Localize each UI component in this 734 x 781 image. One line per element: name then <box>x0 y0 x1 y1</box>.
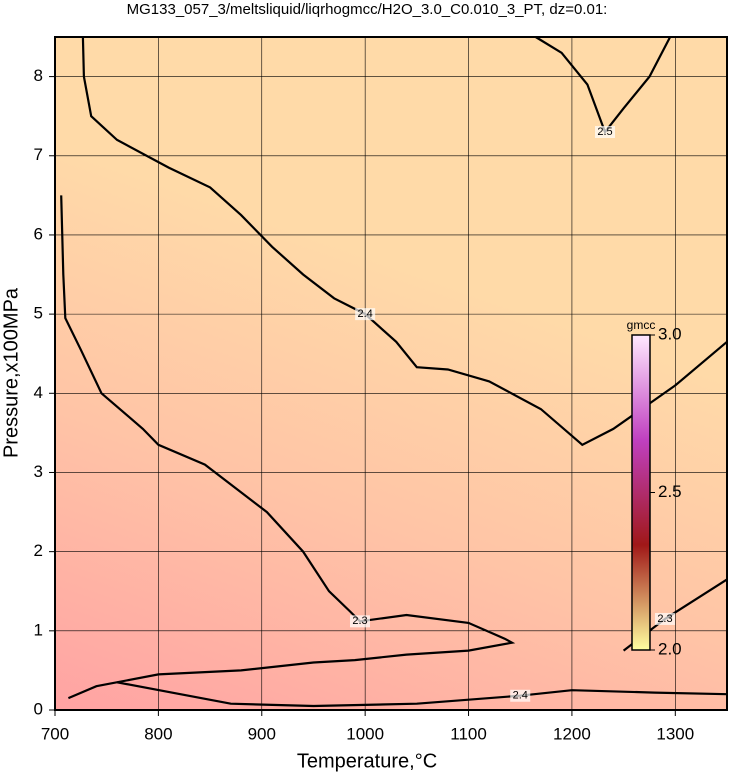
y-axis-label: Pressure,x100MPa <box>0 287 22 458</box>
y-tick-label: 1 <box>34 620 43 639</box>
plot-area <box>55 37 727 710</box>
contour-label: 2.4 <box>513 690 528 702</box>
contour-label: 2.5 <box>597 126 612 138</box>
chart-title: MG133_057_3/meltsliquid/liqrhogmcc/H2O_3… <box>127 1 608 18</box>
y-tick-label: 3 <box>34 462 43 481</box>
plot-frame <box>54 36 728 711</box>
colorbar-label: gmcc <box>627 318 656 332</box>
colorbar <box>631 334 651 651</box>
y-tick-label: 6 <box>34 224 43 243</box>
contour-label-bg <box>654 612 675 625</box>
y-tick-label: 0 <box>34 699 43 718</box>
x-axis-label: Temperature,°C <box>297 750 437 772</box>
colorbar-tick-label: 2.5 <box>658 482 682 501</box>
y-tick-label: 4 <box>34 383 43 402</box>
x-tick-label: 900 <box>248 724 276 743</box>
x-tick-label: 1000 <box>346 724 384 743</box>
colorbar-tick-label: 3.0 <box>658 324 682 343</box>
y-tick-label: 7 <box>34 145 43 164</box>
contour-label: 2.3 <box>657 613 672 625</box>
x-tick-label: 700 <box>41 724 69 743</box>
y-tick-label: 5 <box>34 304 43 323</box>
contour-label: 2.3 <box>352 615 367 627</box>
x-tick-label: 1100 <box>450 724 487 743</box>
x-tick-label: 1200 <box>553 724 591 743</box>
y-tick-label: 2 <box>34 541 43 560</box>
contour-label-bg <box>510 689 531 702</box>
contour-line <box>116 681 728 708</box>
contour-label-bg <box>355 308 376 321</box>
x-tick-label: 800 <box>144 724 172 743</box>
contour-line <box>81 36 728 447</box>
y-tick-label: 8 <box>34 66 43 85</box>
contour-label-bg <box>595 126 616 139</box>
x-tick-label: 1300 <box>656 724 694 743</box>
contour-label: 2.4 <box>358 308 373 320</box>
colorbar-tick-label: 2.0 <box>658 639 682 658</box>
contour-label-bg <box>349 615 370 628</box>
